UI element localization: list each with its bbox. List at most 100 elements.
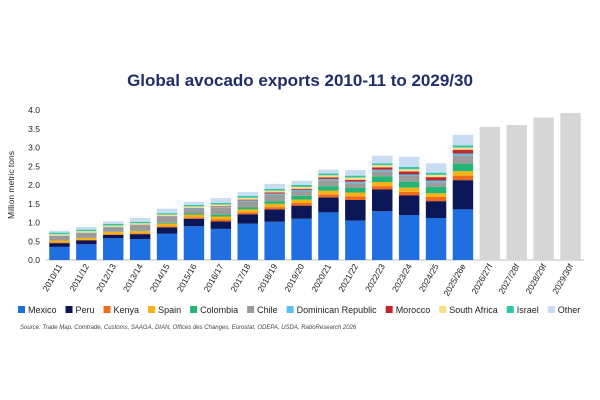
bar-segment-south-africa (452, 147, 474, 150)
bar-segment-kenya (49, 242, 70, 244)
bar-segment-colombia (318, 186, 339, 191)
bar-segment-other (372, 155, 393, 164)
x-tick-label: 2019/20 (282, 262, 306, 294)
bar-segment-morocco (318, 177, 339, 179)
y-axis-label: Million metric tons (6, 151, 16, 219)
bar-segment-dominican-republic (425, 180, 447, 183)
bar-segment-kenya (103, 234, 124, 235)
x-tick-label: 2028/29f (523, 261, 549, 295)
legend-label: Chile (257, 305, 278, 315)
chart-title: Global avocado exports 2010-11 to 2029/3… (127, 71, 473, 90)
bar-segment-chile (49, 236, 70, 241)
bar-segment-south-africa (372, 165, 393, 168)
bar-segment-israel (318, 173, 339, 176)
bar-segment-peru (76, 240, 97, 245)
bar-segment-israel (49, 232, 70, 235)
bar-segment-mexico (264, 221, 285, 260)
bar-segment-mexico (345, 220, 366, 261)
x-tick-label: 2016/17 (202, 262, 226, 294)
bar-segment-peru (345, 200, 366, 221)
bar-segment-south-africa (76, 231, 97, 233)
bar-segment-kenya (129, 233, 151, 235)
bar-segment-israel (129, 221, 151, 224)
bar-segment-dominican-republic (291, 189, 312, 192)
bar-segment-spain (372, 182, 393, 187)
bar-segment-other (49, 230, 70, 233)
bar-segment-spain (76, 237, 97, 240)
bar-segment-kenya (425, 197, 447, 202)
bar-segment-south-africa (210, 204, 232, 207)
bar-segment-mexico (291, 218, 312, 260)
bar-segment-other (345, 170, 366, 176)
bar-segment-colombia (264, 201, 285, 204)
bar-segment-spain (210, 216, 232, 220)
x-tick-label: 2024/25 (417, 262, 441, 294)
bar-segment-mexico (156, 233, 178, 260)
bar-segment-colombia (156, 222, 178, 224)
bar-segment-morocco (398, 171, 420, 175)
bar-segment-morocco (210, 206, 232, 208)
bar-segment-dominican-republic (264, 193, 285, 195)
x-tick-label: 2017/18 (228, 262, 252, 294)
bar-segment-peru (210, 221, 232, 229)
bar-segment-peru (452, 180, 474, 210)
bar-segment-chile (291, 191, 312, 196)
bar-segment-other (76, 227, 97, 230)
bar-segment-chile (318, 180, 339, 187)
bar-segment-spain (156, 223, 178, 227)
x-tick-label: 2025/26e (441, 262, 468, 298)
bar-segment-chile (425, 182, 447, 187)
bar-segment-south-africa (291, 186, 312, 189)
bar-segment-colombia (183, 213, 205, 215)
y-tick-label: 3.0 (28, 143, 40, 153)
x-tick-label: 2011/12 (67, 262, 91, 293)
x-tick-label: 2018/19 (255, 262, 279, 294)
legend-swatch (385, 306, 393, 313)
bar-segment-israel (425, 172, 447, 175)
bar-segment-mexico (318, 212, 339, 261)
bar-segment-chile (237, 201, 258, 208)
legend-label: Other (558, 305, 581, 315)
bar-segment-chile (345, 183, 366, 189)
bar-segment-peru (318, 197, 339, 213)
bar-segment-peru (183, 218, 205, 227)
bar-segment-chile (210, 207, 232, 215)
bar-segment-israel (372, 163, 393, 166)
x-axis: 2010/11 2011/12 2012/13 2013/14 2014/15 2015/… (40, 261, 575, 297)
bar-segment-dominican-republic (345, 181, 366, 184)
bar-segment-israel (398, 167, 420, 170)
bar-segment-dominican-republic (398, 174, 420, 176)
bar-segment-colombia (372, 176, 393, 183)
bar-segment-forecast (506, 125, 527, 260)
bar-segment-kenya (264, 207, 285, 210)
legend-swatch (547, 306, 555, 313)
legend-label: Kenya (114, 305, 140, 315)
bar-segment-israel (156, 213, 178, 215)
legend-swatch (247, 306, 255, 313)
bar-segment-peru (372, 189, 393, 212)
bar-segment-colombia (210, 214, 232, 217)
bar-segment-other (183, 201, 205, 205)
bar-segment-spain (237, 209, 258, 213)
legend-swatch (439, 306, 447, 313)
bar-segment-spain (264, 203, 285, 208)
bar-segment-kenya (76, 239, 97, 241)
bar-segment-spain (49, 240, 70, 243)
legend-swatch (286, 306, 294, 313)
bar-segment-south-africa (156, 214, 178, 217)
bar-segment-chile (183, 209, 205, 214)
bar-segment-kenya (183, 217, 205, 219)
bar-segment-kenya (156, 226, 178, 228)
legend-label: Spain (158, 305, 181, 315)
bar-segment-israel (452, 145, 474, 148)
bar-segment-spain (398, 187, 420, 192)
legend-swatch (148, 306, 156, 313)
bar-segment-peru (103, 234, 124, 239)
bar-segment-israel (183, 204, 205, 207)
bar-segment-mexico (237, 223, 258, 261)
x-tick-label: 2026/27f (469, 261, 495, 295)
bar-segment-other (210, 198, 232, 204)
bar-segment-south-africa (264, 190, 285, 193)
bar-segment-peru (264, 209, 285, 222)
bar-segment-kenya (398, 191, 420, 196)
